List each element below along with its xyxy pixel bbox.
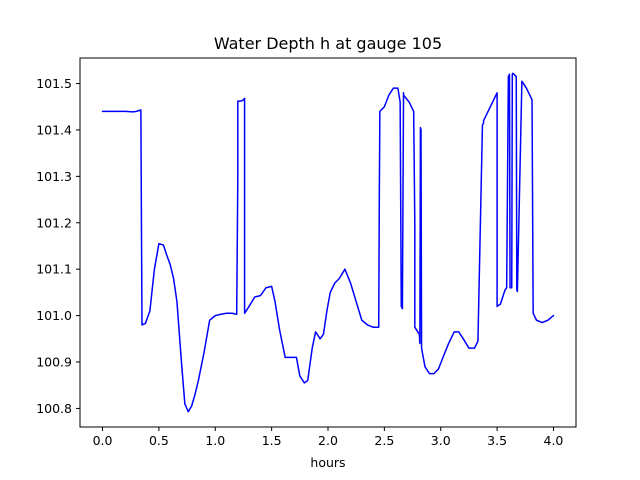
y-tick-label: 100.8 <box>36 401 72 416</box>
data-layer <box>101 72 555 413</box>
y-tick-label: 101.4 <box>36 122 72 137</box>
x-tick-label: 2.5 <box>374 433 394 448</box>
x-tick-label: 3.5 <box>487 433 507 448</box>
x-tick-label: 0.5 <box>149 433 169 448</box>
y-tick-label: 101.0 <box>36 308 72 323</box>
x-axis-label: hours <box>310 455 345 470</box>
y-tick-label: 101.3 <box>36 169 72 184</box>
y-axis-ticks: 100.8 100.9 101.0 101.1 101.2 101.3 101.4 101.5 <box>36 76 80 416</box>
x-tick-label: 3.0 <box>431 433 451 448</box>
series-line-0 <box>101 72 555 413</box>
chart-title: Water Depth h at gauge 105 <box>214 34 442 53</box>
y-tick-label: 101.2 <box>36 215 72 230</box>
plot-area <box>80 58 576 427</box>
x-tick-label: 0.0 <box>93 433 113 448</box>
y-tick-label: 101.1 <box>36 262 72 277</box>
y-tick-label: 101.5 <box>36 76 72 91</box>
x-axis-ticks: 0.0 0.5 1.0 1.5 2.0 2.5 3.0 3.5 4.0 <box>93 427 564 448</box>
y-tick-label: 100.9 <box>36 355 72 370</box>
x-tick-label: 4.0 <box>544 433 564 448</box>
x-tick-label: 2.0 <box>318 433 338 448</box>
x-tick-label: 1.5 <box>262 433 282 448</box>
x-tick-label: 1.0 <box>205 433 225 448</box>
